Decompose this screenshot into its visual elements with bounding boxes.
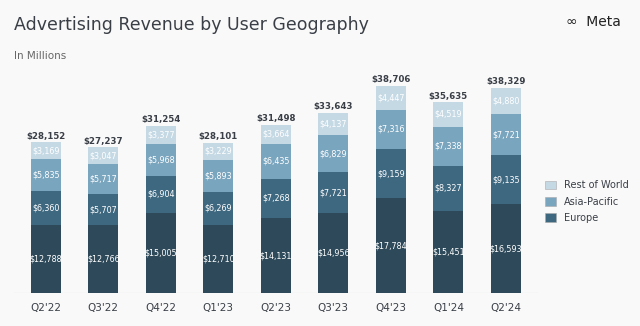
Bar	[31, 225, 61, 293]
Bar	[88, 164, 118, 194]
Text: $12,788: $12,788	[29, 255, 62, 264]
Text: $9,159: $9,159	[377, 169, 404, 178]
Bar	[204, 160, 233, 192]
Text: $28,101: $28,101	[198, 132, 238, 141]
Text: $38,329: $38,329	[486, 77, 525, 86]
Bar	[491, 156, 521, 204]
Text: $14,131: $14,131	[260, 251, 292, 260]
Bar	[261, 125, 291, 144]
Bar	[88, 194, 118, 225]
Bar	[146, 126, 176, 144]
Text: $4,137: $4,137	[319, 120, 347, 129]
Text: $5,968: $5,968	[147, 156, 175, 164]
Text: $5,717: $5,717	[90, 174, 117, 184]
Text: $5,707: $5,707	[90, 205, 117, 214]
Text: $38,706: $38,706	[371, 75, 411, 84]
Bar	[319, 113, 348, 135]
Bar	[376, 110, 406, 149]
Text: $9,135: $9,135	[492, 175, 520, 185]
Bar	[88, 225, 118, 293]
Bar	[319, 213, 348, 293]
Bar	[204, 143, 233, 160]
Bar	[433, 166, 463, 211]
Text: $7,721: $7,721	[319, 188, 348, 197]
Bar	[146, 144, 176, 176]
Bar	[261, 144, 291, 179]
Text: $6,435: $6,435	[262, 157, 289, 166]
Text: ∞  Meta: ∞ Meta	[566, 15, 621, 29]
Bar	[491, 204, 521, 293]
Bar	[88, 147, 118, 164]
Text: $6,829: $6,829	[319, 149, 347, 158]
Text: $33,643: $33,643	[314, 102, 353, 111]
Text: $7,268: $7,268	[262, 194, 290, 203]
Text: $8,327: $8,327	[435, 184, 462, 193]
Text: $6,904: $6,904	[147, 190, 175, 199]
Text: $14,956: $14,956	[317, 249, 349, 258]
Text: $7,316: $7,316	[377, 125, 404, 134]
Bar	[376, 149, 406, 198]
Text: $5,893: $5,893	[205, 171, 232, 180]
Bar	[319, 135, 348, 172]
Text: $4,447: $4,447	[377, 93, 404, 102]
Bar	[319, 172, 348, 213]
Legend: Rest of World, Asia-Pacific, Europe: Rest of World, Asia-Pacific, Europe	[541, 176, 632, 227]
Bar	[491, 88, 521, 114]
Text: $31,498: $31,498	[256, 114, 296, 123]
Bar	[204, 225, 233, 293]
Bar	[376, 86, 406, 110]
Text: $3,229: $3,229	[204, 147, 232, 156]
Text: $7,338: $7,338	[435, 142, 462, 151]
Bar	[433, 102, 463, 126]
Text: $7,721: $7,721	[492, 130, 520, 139]
Text: $4,519: $4,519	[435, 110, 462, 119]
Text: $3,169: $3,169	[32, 146, 60, 156]
Bar	[31, 142, 61, 159]
Bar	[261, 218, 291, 293]
Bar	[146, 176, 176, 213]
Text: $4,880: $4,880	[492, 96, 520, 106]
Text: $15,005: $15,005	[145, 249, 177, 258]
Bar	[31, 191, 61, 225]
Text: $31,254: $31,254	[141, 115, 180, 124]
Text: $27,237: $27,237	[83, 137, 123, 146]
Text: $28,152: $28,152	[26, 132, 65, 141]
Bar	[146, 213, 176, 293]
Text: $3,664: $3,664	[262, 130, 289, 139]
Text: $6,269: $6,269	[205, 204, 232, 213]
Text: $5,835: $5,835	[32, 170, 60, 180]
Bar	[491, 114, 521, 156]
Bar	[376, 198, 406, 293]
Bar	[433, 211, 463, 293]
Text: $16,593: $16,593	[490, 244, 522, 253]
Text: $35,635: $35,635	[429, 92, 468, 101]
Text: $17,784: $17,784	[374, 241, 407, 250]
Bar	[31, 159, 61, 191]
Text: $12,766: $12,766	[87, 255, 120, 264]
Text: $6,360: $6,360	[32, 203, 60, 212]
Bar	[433, 126, 463, 166]
Bar	[204, 192, 233, 225]
Text: $12,710: $12,710	[202, 255, 235, 264]
Text: Advertising Revenue by User Geography: Advertising Revenue by User Geography	[14, 16, 369, 34]
Text: $3,377: $3,377	[147, 130, 175, 140]
Text: $15,451: $15,451	[432, 247, 465, 257]
Text: In Millions: In Millions	[14, 51, 67, 61]
Text: $3,047: $3,047	[90, 151, 117, 160]
Bar	[261, 179, 291, 218]
